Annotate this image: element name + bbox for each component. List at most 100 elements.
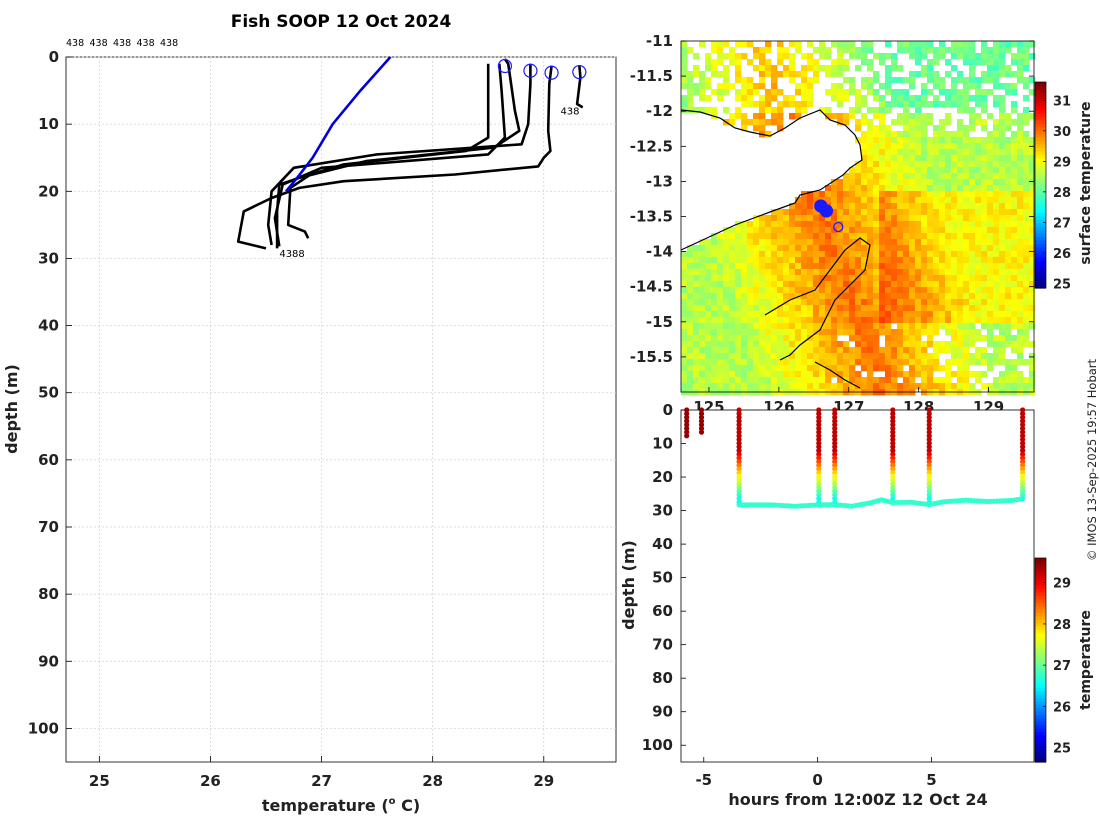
sst-cell [921, 227, 928, 234]
sst-cell [819, 53, 826, 60]
sst-cell [897, 275, 904, 282]
sst-cell [741, 239, 748, 246]
sst-cell [1017, 197, 1024, 204]
sst-cell [1029, 305, 1036, 312]
sst-cell [963, 347, 970, 354]
sst-cell [951, 173, 958, 180]
sst-cell [963, 269, 970, 276]
sst-cell [987, 77, 994, 84]
sst-cell [975, 203, 982, 210]
sst-cell [939, 173, 946, 180]
sst-cell [861, 299, 868, 306]
sst-cell [837, 233, 844, 240]
sst-cell [981, 197, 988, 204]
sst-cell [897, 365, 904, 372]
section-point [816, 466, 822, 472]
sst-cell [939, 323, 946, 330]
sst-cell [993, 167, 1000, 174]
sst-cell [933, 263, 940, 270]
sst-cell [933, 365, 940, 372]
sst-cell [801, 305, 808, 312]
sst-cell [681, 287, 688, 294]
colorbar-segment [1035, 656, 1046, 661]
colorbar-segment [1035, 136, 1046, 141]
sst-cell [933, 161, 940, 168]
sst-cell [873, 305, 880, 312]
sst-cell [945, 299, 952, 306]
sst-cell [843, 347, 850, 354]
sst-cell [813, 215, 820, 222]
sst-cell [951, 47, 958, 54]
sst-cell [1005, 41, 1012, 48]
sst-cell [915, 179, 922, 186]
sst-cell [813, 77, 820, 84]
sst-cell [861, 263, 868, 270]
sst-cell [813, 335, 820, 342]
sst-cell [855, 167, 862, 174]
sst-cell [1029, 377, 1036, 384]
sst-cell [975, 251, 982, 258]
sst-cell [843, 281, 850, 288]
profile-top-labels: 438 438 438 438 438 [66, 38, 178, 49]
sst-cell [801, 101, 808, 108]
sst-cell [993, 185, 1000, 192]
sst-cell [993, 299, 1000, 306]
colorbar-segment [1035, 639, 1046, 644]
sst-cell [999, 245, 1006, 252]
sst-cell [795, 275, 802, 282]
sst-cell [909, 299, 916, 306]
sst-cell [729, 365, 736, 372]
sst-cell [987, 161, 994, 168]
sst-cell [885, 65, 892, 72]
section-point [926, 433, 932, 439]
sst-cell [873, 161, 880, 168]
sst-cell [951, 251, 958, 258]
sst-cell [963, 143, 970, 150]
sst-cell [729, 119, 736, 126]
sst-cell [867, 125, 874, 132]
sst-cell [885, 89, 892, 96]
sst-cell [861, 347, 868, 354]
sst-cell [969, 155, 976, 162]
sst-cell [855, 263, 862, 270]
section-point [890, 407, 896, 413]
sst-cell [927, 335, 934, 342]
sst-cell [837, 353, 844, 360]
sst-cell [741, 281, 748, 288]
sst-cell [945, 203, 952, 210]
sst-cell [741, 257, 748, 264]
sst-cell [747, 365, 754, 372]
sst-cell [1029, 311, 1036, 318]
sst-cell [897, 209, 904, 216]
section-point [890, 488, 896, 494]
sst-cell [741, 89, 748, 96]
sst-cell [909, 161, 916, 168]
sst-cell [747, 299, 754, 306]
sst-cell [975, 329, 982, 336]
sst-cell [801, 209, 808, 216]
sst-cell [879, 227, 886, 234]
sst-cell [699, 263, 706, 270]
sst-cell [813, 269, 820, 276]
sst-cell [837, 311, 844, 318]
sst-cell [819, 341, 826, 348]
sst-cell [687, 101, 694, 108]
sst-cell [915, 53, 922, 60]
sst-cell [699, 83, 706, 90]
sst-cell [801, 329, 808, 336]
sst-cell [765, 107, 772, 114]
sst-cell [777, 341, 784, 348]
sst-cell [789, 335, 796, 342]
sst-cell [963, 179, 970, 186]
imos-watermark: © IMOS 13-Sep-2025 19:57 Hobart [1085, 358, 1099, 561]
sst-cell [717, 269, 724, 276]
sst-cell [735, 251, 742, 258]
sst-cell [765, 41, 772, 48]
sst-cell [789, 275, 796, 282]
sst-cell [945, 137, 952, 144]
sst-cell [897, 101, 904, 108]
sst-cell [795, 47, 802, 54]
sst-cell [981, 287, 988, 294]
sst-cell [945, 281, 952, 288]
sst-cell [987, 317, 994, 324]
